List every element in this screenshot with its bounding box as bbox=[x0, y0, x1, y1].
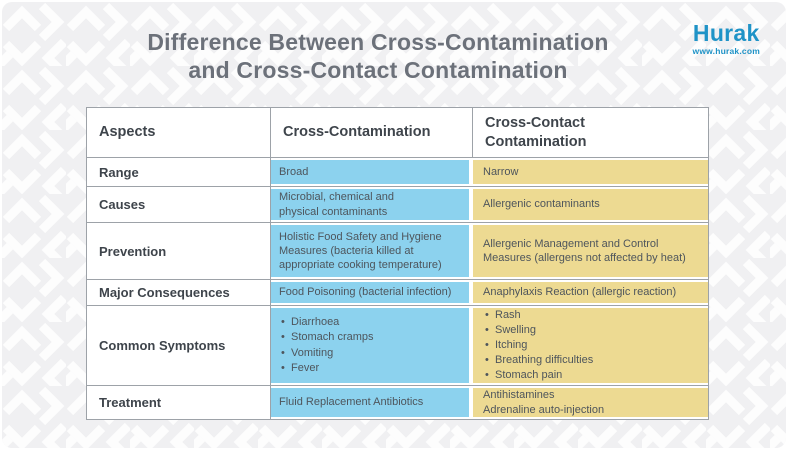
causes-cross-contamination-value: Microbial, chemical and physical contami… bbox=[279, 191, 394, 218]
consequences-cross-contact-cell: Anaphylaxis Reaction (allergic reaction) bbox=[473, 279, 708, 305]
treatment-cross-contact-cell: Antihistamines Adrenaline auto-injection bbox=[473, 385, 708, 419]
symptom-item: Stomach pain bbox=[483, 368, 702, 383]
consequences-cross-contamination-cell: Food Poisoning (bacterial infection) bbox=[271, 279, 473, 305]
aspect-treatment: Treatment bbox=[87, 385, 271, 419]
causes-cross-contact-cell: Allergenic contaminants bbox=[473, 186, 708, 222]
page-title-line-1: Difference Between Cross-Contamination bbox=[147, 29, 609, 55]
header-cross-contamination-label: Cross-Contamination bbox=[283, 124, 431, 141]
range-cross-contamination-cell: Broad bbox=[271, 157, 473, 186]
symptom-item: Itching bbox=[483, 338, 702, 353]
aspect-causes-label: Causes bbox=[99, 197, 146, 212]
page-title: Difference Between Cross-Contamination a… bbox=[2, 29, 754, 84]
header-cross-contamination: Cross-Contamination bbox=[271, 108, 473, 157]
symptom-item: Swelling bbox=[483, 323, 702, 338]
causes-cross-contamination-cell: Microbial, chemical and physical contami… bbox=[271, 186, 473, 222]
range-cross-contact-value: Narrow bbox=[483, 165, 519, 178]
aspect-range-label: Range bbox=[99, 164, 139, 180]
aspect-major-consequences-label: Major Consequences bbox=[99, 285, 230, 300]
treatment-cross-contact-line: Adrenaline auto-injection bbox=[483, 403, 605, 416]
header-aspects-label: Aspects bbox=[99, 124, 156, 141]
symptom-item: Breathing difficulties bbox=[483, 353, 702, 368]
symptoms-cross-contact-list: Rash Swelling Itching Breathing difficul… bbox=[483, 308, 702, 384]
symptoms-cross-contamination-list: Diarrhoea Stomach cramps Vomiting Fever bbox=[279, 315, 463, 376]
prevention-cross-contamination-value: Holistic Food Safety and Hygiene Measure… bbox=[279, 230, 442, 272]
aspect-prevention: Prevention bbox=[87, 222, 271, 279]
prevention-cross-contact-cell: Allergenic Management and Control Measur… bbox=[473, 222, 708, 279]
aspect-common-symptoms: Common Symptoms bbox=[87, 305, 271, 385]
symptom-item: Stomach cramps bbox=[279, 330, 463, 345]
causes-cross-contact-value: Allergenic contaminants bbox=[483, 198, 600, 211]
consequences-cross-contamination-value: Food Poisoning (bacterial infection) bbox=[279, 286, 452, 299]
aspect-major-consequences: Major Consequences bbox=[87, 279, 271, 305]
aspect-common-symptoms-label: Common Symptoms bbox=[99, 338, 226, 353]
treatment-cross-contamination-cell: Fluid Replacement Antibiotics bbox=[271, 385, 473, 419]
comparison-table: Aspects Cross-Contamination Cross-Contac… bbox=[86, 107, 709, 420]
symptom-item: Vomiting bbox=[279, 346, 463, 361]
symptoms-cross-contamination-cell: Diarrhoea Stomach cramps Vomiting Fever bbox=[271, 305, 473, 385]
aspect-prevention-label: Prevention bbox=[99, 243, 167, 259]
treatment-cross-contact-line: Antihistamines bbox=[483, 388, 555, 401]
treatment-cross-contamination-value: Fluid Replacement Antibiotics bbox=[279, 396, 424, 409]
logo-wordmark: Hurak bbox=[692, 20, 760, 46]
symptom-item: Fever bbox=[279, 361, 463, 376]
hurak-logo: Hurak www.hurak.com bbox=[692, 20, 760, 57]
logo-website-url: www.hurak.com bbox=[692, 46, 760, 56]
prevention-cross-contact-value: Allergenic Management and Control Measur… bbox=[483, 237, 686, 264]
prevention-cross-contamination-cell: Holistic Food Safety and Hygiene Measure… bbox=[271, 222, 473, 279]
consequences-cross-contact-value: Anaphylaxis Reaction (allergic reaction) bbox=[483, 286, 677, 299]
header-cross-contact: Cross-Contact Contamination bbox=[473, 108, 708, 157]
symptom-item: Rash bbox=[483, 308, 702, 323]
header-cross-contact-label: Cross-Contact Contamination bbox=[485, 115, 587, 150]
range-cross-contact-cell: Narrow bbox=[473, 157, 708, 186]
aspect-causes: Causes bbox=[87, 186, 271, 222]
symptoms-cross-contact-cell: Rash Swelling Itching Breathing difficul… bbox=[473, 305, 708, 385]
header-aspects: Aspects bbox=[87, 108, 271, 157]
aspect-treatment-label: Treatment bbox=[99, 395, 162, 410]
symptom-item: Diarrhoea bbox=[279, 315, 463, 330]
aspect-range: Range bbox=[87, 157, 271, 186]
range-cross-contamination-value: Broad bbox=[279, 165, 309, 178]
page-title-line-2: and Cross-Contact Contamination bbox=[188, 56, 568, 83]
